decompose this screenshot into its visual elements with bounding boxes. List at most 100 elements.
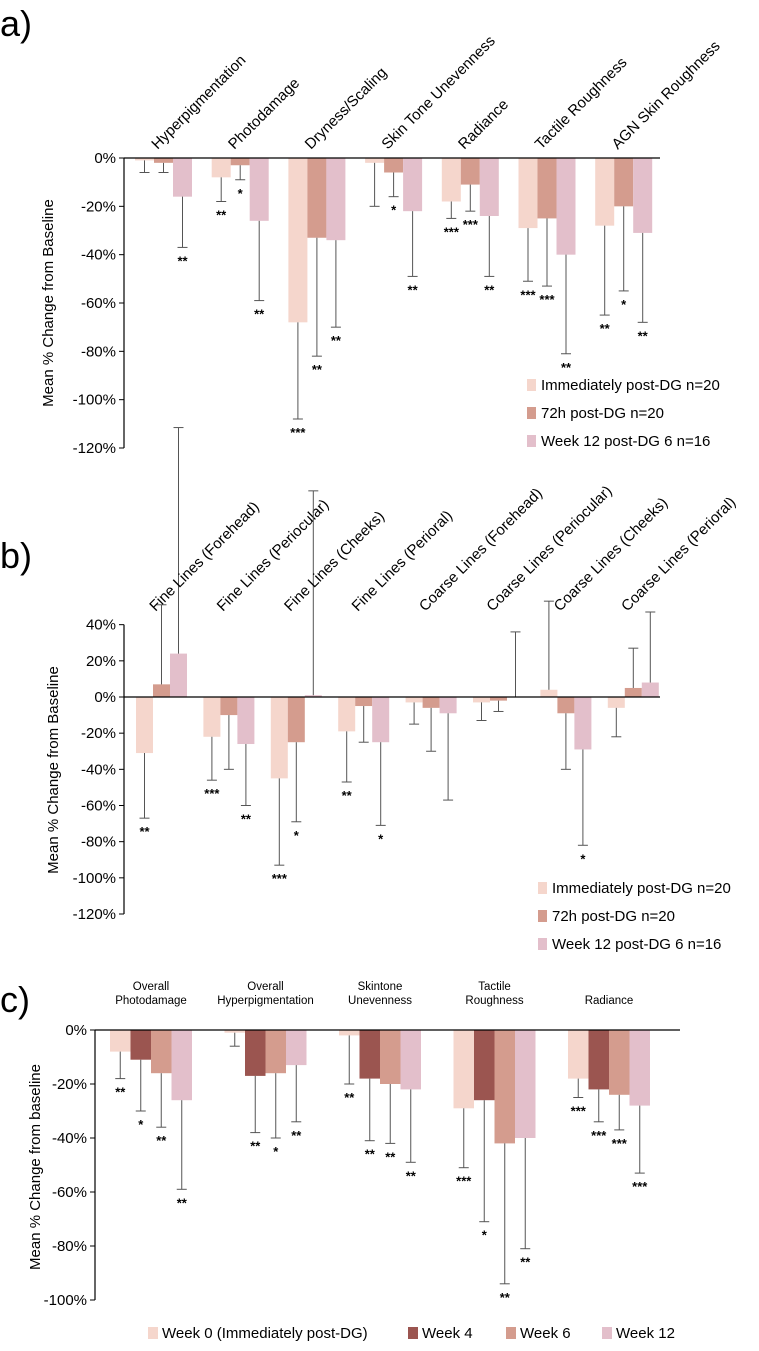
y-tick-label: -20% [81,725,116,742]
category-label: Fine Lines (Periocular) [214,496,333,615]
significance-label: * [273,1144,279,1159]
category-label: Photodamage [225,75,303,153]
bar [633,158,653,233]
y-tick-label: 0% [94,689,116,706]
category-label: Photodamage [115,995,187,1007]
significance-label: ** [291,1128,302,1143]
significance-label: ** [385,1149,396,1164]
legend-label: 72h post-DG n=20 [541,405,664,422]
bar [220,697,238,716]
legend-swatch [527,379,536,391]
bar [515,1030,536,1138]
y-tick-label: -120% [73,440,116,457]
legend-swatch [538,938,547,950]
chart-panel-a: a) Mean % Change from Baseline 0% -20% -40% -… [0,3,724,457]
bar [339,1030,360,1036]
bar [607,697,625,708]
bar [624,687,642,697]
bar [245,1030,266,1076]
bar [405,697,423,703]
significance-label: ** [600,321,611,336]
y-tick-label: -40% [81,247,116,264]
significance-label: ** [331,333,342,348]
significance-label: *** [520,287,536,302]
bar [609,1030,630,1095]
category-label: Roughness [465,995,523,1007]
bar [307,158,327,238]
category-label: Radiance [455,96,512,153]
category-label: Skintone [358,981,403,993]
bar [629,1030,650,1106]
bar [224,1030,245,1033]
bar [359,1030,380,1079]
significance-label: ** [115,1085,126,1100]
significance-label: ** [561,360,572,375]
bar [153,684,170,697]
y-tick-label: -20% [81,198,116,215]
bar [171,1030,192,1101]
significance-label: *** [456,1174,472,1189]
category-label: Coarse Lines (Perioral) [618,494,739,615]
legend-swatch [506,1327,516,1339]
significance-label: ** [156,1133,167,1148]
bar [556,158,576,255]
panel-label: a) [0,3,32,44]
significance-label: *** [204,786,220,801]
bar [588,1030,609,1090]
bar [249,158,269,221]
significance-label: ** [312,362,323,377]
y-tick-label: -40% [81,761,116,778]
significance-label: *** [463,217,479,232]
y-tick-label: -120% [73,906,116,923]
bar [439,697,457,714]
bar [568,1030,589,1079]
significance-label: ** [342,788,353,803]
significance-label: *** [272,871,288,886]
bar [441,158,461,202]
y-tick-label: -80% [81,834,116,851]
y-axis-title: Mean % Change from Baseline [40,199,57,407]
y-tick-label: -60% [52,1184,87,1201]
bar [265,1030,286,1074]
significance-label: * [391,203,397,218]
bar [460,158,480,185]
bar [453,1030,474,1109]
bar [557,697,575,714]
significance-label: * [580,851,586,866]
legend-swatch [602,1327,612,1339]
bar [403,158,423,212]
bar [154,158,173,163]
significance-label: ** [484,282,495,297]
bar [384,158,404,173]
bar [372,697,390,743]
bar [537,158,557,219]
significance-label: *** [612,1136,628,1151]
significance-label: ** [241,812,252,827]
category-label: Coarse Lines (Cheeks) [551,494,671,614]
y-tick-label: -100% [44,1292,87,1309]
significance-label: * [138,1117,144,1132]
bar [203,697,221,737]
bar [151,1030,172,1074]
legend-label: Week 12 [616,1325,675,1342]
legend-label: Week 12 post-DG 6 n=16 [552,936,721,953]
category-label: Dryness/Scaling [302,64,391,153]
category-label: Fine Lines (Forehead) [146,498,262,614]
significance-label: ** [408,282,419,297]
panel-label: b) [0,535,32,576]
bar [288,158,308,323]
significance-label: *** [539,292,555,307]
bar [380,1030,401,1084]
y-tick-label: -80% [81,343,116,360]
category-label: AGN Skin Roughness [609,38,724,153]
category-label: Overall [133,981,169,993]
bar [355,697,373,707]
bar [110,1030,131,1052]
significance-label: *** [591,1128,607,1143]
bar [641,682,659,697]
significance-label: * [482,1228,488,1243]
bar [136,697,153,754]
significance-label: ** [406,1168,417,1183]
legend-label: 72h post-DG n=20 [552,908,675,925]
legend-swatch [148,1327,158,1339]
